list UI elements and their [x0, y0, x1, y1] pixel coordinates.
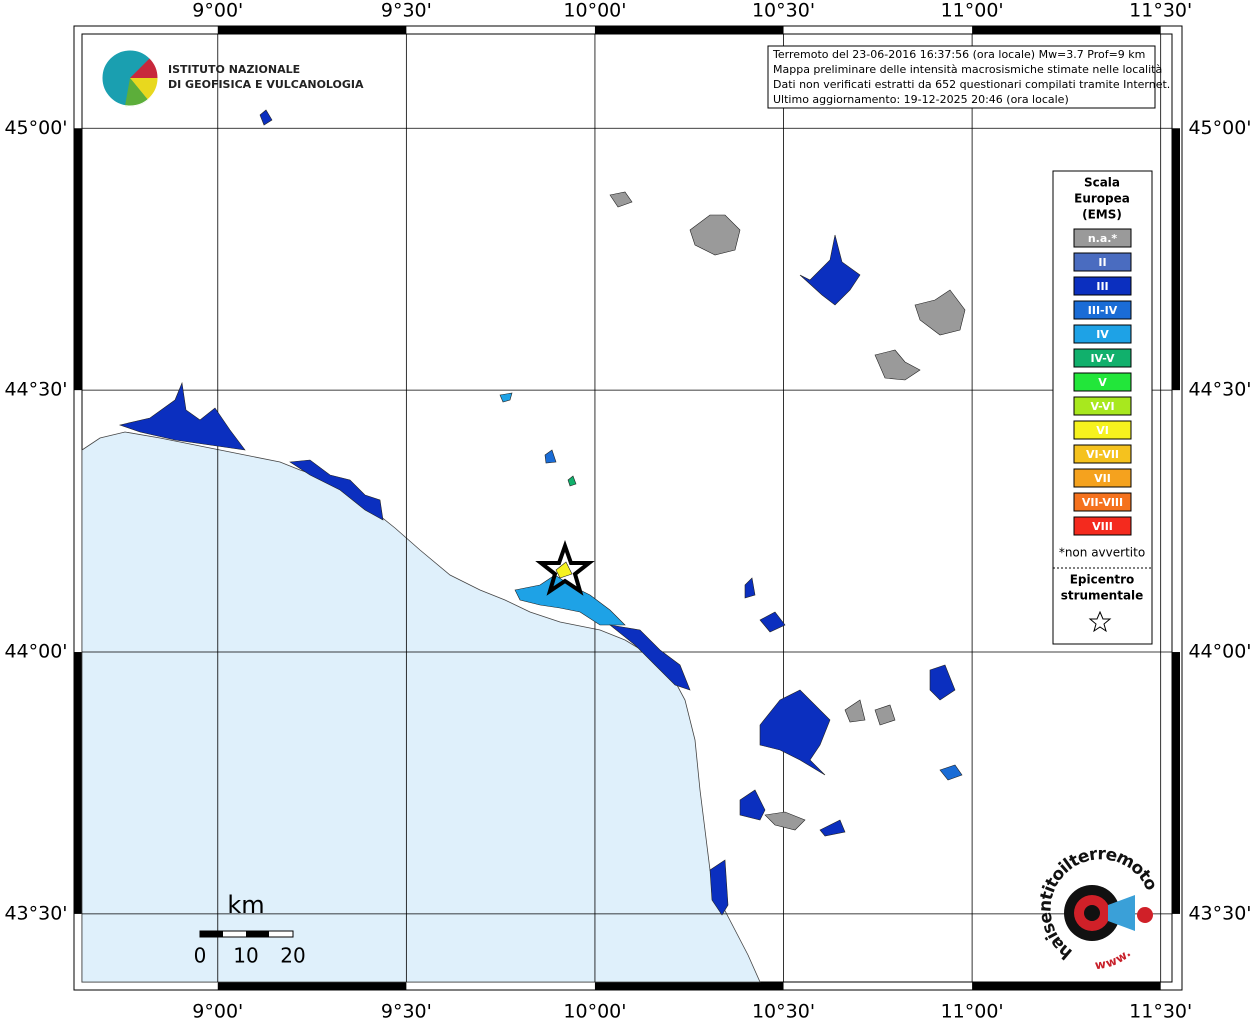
lon-label: 11°00': [941, 1001, 1004, 1023]
lon-label: 10°30': [752, 0, 815, 22]
legend-swatch: [1073, 228, 1132, 248]
lat-label: 44°00': [1188, 641, 1251, 663]
legend-label: V-VI: [1090, 400, 1114, 413]
legend-title: (EMS): [1082, 208, 1122, 222]
legend-swatch: [1073, 420, 1132, 440]
lon-label: 9°00': [192, 0, 243, 22]
frame-bar: [972, 26, 1161, 34]
ingv-text: DI GEOFISICA E VULCANOLOGIA: [168, 78, 364, 91]
scale-label: 0: [194, 944, 207, 968]
legend-label: III: [1096, 280, 1108, 293]
frame-bar: [1172, 652, 1180, 914]
lat-label: 44°30': [1188, 379, 1251, 401]
info-line: Ultimo aggiornamento: 19-12-2025 20:46 (…: [773, 93, 1069, 106]
lon-label: 9°00': [192, 1001, 243, 1023]
lon-label: 10°00': [563, 0, 626, 22]
legend-swatch: [1073, 444, 1132, 464]
frame-bar: [594, 982, 784, 990]
legend-swatch: [1073, 468, 1132, 488]
info-line: Terremoto del 23-06-2016 16:37:56 (ora l…: [772, 48, 1145, 61]
info-line: Dati non verificati estratti da 652 ques…: [773, 78, 1170, 91]
legend-title: Europea: [1074, 192, 1130, 206]
legend-label: V: [1098, 376, 1107, 389]
legend-swatch: [1073, 396, 1132, 416]
lon-label: 11°00': [941, 0, 1004, 22]
legend-title: Scala: [1084, 176, 1120, 190]
legend-swatch: [1073, 324, 1132, 344]
lon-label: 11°30': [1129, 1001, 1192, 1023]
legend-swatch: [1073, 300, 1132, 320]
frame-bar: [972, 982, 1161, 990]
legend-swatch: [1073, 276, 1132, 296]
frame-bar: [1172, 128, 1180, 391]
legend-swatch: [1073, 492, 1132, 512]
legend: Scala Europea (EMS) *non avvertito Epice…: [1052, 170, 1153, 645]
info-box: Terremoto del 23-06-2016 16:37:56 (ora l…: [767, 45, 1170, 109]
ingv-text: ISTITUTO NAZIONALE: [168, 63, 300, 76]
scale-bar: km 0 10 20: [194, 891, 306, 968]
legend-label: n.a.*: [1088, 232, 1118, 245]
frame-bar: [74, 652, 82, 914]
lon-label: 11°30': [1129, 0, 1192, 22]
legend-swatch: [1073, 372, 1132, 392]
legend-label: VIII: [1092, 520, 1113, 533]
legend-epicenter: Epicentro: [1070, 573, 1135, 587]
legend-label: VII-VIII: [1082, 496, 1123, 509]
lat-label: 43°30': [4, 902, 67, 924]
scale-unit: km: [227, 891, 264, 919]
lat-label: 45°00': [1188, 117, 1251, 139]
lon-label: 9°30': [381, 1001, 432, 1023]
legend-swatch: [1073, 252, 1132, 272]
epicenter: [535, 539, 595, 596]
ingv-logo: ISTITUTO NAZIONALE DI GEOFISICA E VULCAN…: [101, 49, 364, 107]
info-line: Mappa preliminare delle intensità macros…: [773, 63, 1162, 76]
lon-label: 10°00': [563, 1001, 626, 1023]
legend-swatch: [1073, 348, 1132, 368]
legend-label: VI-VII: [1086, 448, 1119, 461]
legend-epicenter: strumentale: [1061, 589, 1144, 603]
lon-label: 9°30': [381, 0, 432, 22]
frame-bar: [217, 26, 407, 34]
legend-note: *non avvertito: [1059, 546, 1145, 560]
legend-label: III-IV: [1088, 304, 1118, 317]
frame-bar: [594, 26, 784, 34]
lon-label: 10°30': [752, 1001, 815, 1023]
frame-bar: [74, 128, 82, 391]
legend-label: VI: [1096, 424, 1109, 437]
frame-bar: [217, 982, 407, 990]
legend-label: VII: [1094, 472, 1111, 485]
lat-label: 44°30': [4, 379, 67, 401]
legend-swatch: [1073, 516, 1132, 536]
lat-label: 44°00': [4, 641, 67, 663]
scale-label: 10: [233, 944, 258, 968]
scale-label: 20: [280, 944, 305, 968]
intensity-areas: [118, 109, 966, 916]
legend-label: IV: [1096, 328, 1109, 341]
lat-label: 43°30': [1188, 902, 1251, 924]
lat-label: 45°00': [4, 117, 67, 139]
graticule: [82, 34, 1172, 982]
legend-label: IV-V: [1090, 352, 1115, 365]
legend-label: II: [1098, 256, 1106, 269]
